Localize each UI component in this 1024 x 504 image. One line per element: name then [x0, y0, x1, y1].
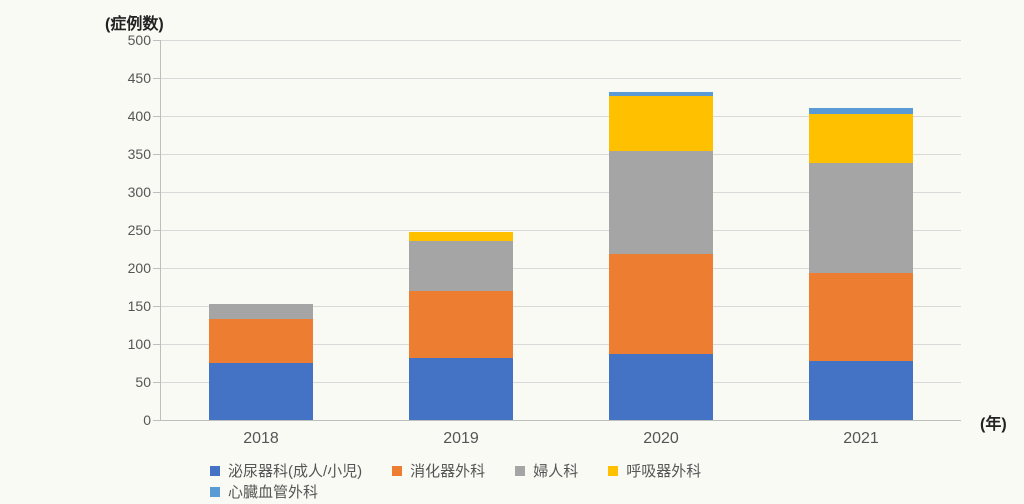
bar-segment — [409, 232, 513, 242]
bar-segment — [609, 254, 713, 354]
gridline — [161, 40, 961, 41]
bar-segment — [209, 304, 313, 318]
bar-segment — [809, 114, 913, 163]
y-tick-label: 200 — [128, 260, 161, 276]
bar — [409, 232, 513, 420]
x-tick-label: 2020 — [643, 420, 679, 448]
legend-item: 泌尿器科(成人/小児) — [210, 460, 362, 481]
legend: 泌尿器科(成人/小児) 消化器外科 婦人科 呼吸器外科心臓血管外科 — [210, 460, 830, 502]
bar-segment — [809, 361, 913, 420]
y-tick-label: 450 — [128, 70, 161, 86]
bar-segment — [409, 291, 513, 358]
plot-area: 0501001502002503003504004505002018201920… — [160, 40, 961, 421]
bar-segment — [609, 96, 713, 151]
bar-segment — [609, 151, 713, 254]
legend-label: 呼吸器外科 — [626, 460, 701, 481]
bar-segment — [809, 273, 913, 360]
bar-segment — [809, 163, 913, 273]
legend-swatch — [392, 466, 402, 476]
gridline — [161, 78, 961, 79]
legend-label: 消化器外科 — [410, 460, 485, 481]
legend-item: 心臓血管外科 — [210, 481, 318, 502]
y-tick-label: 100 — [128, 336, 161, 352]
bar-segment — [209, 319, 313, 363]
bar-segment — [409, 241, 513, 290]
y-tick-label: 0 — [143, 412, 161, 428]
y-tick-label: 50 — [135, 374, 161, 390]
y-tick-label: 250 — [128, 222, 161, 238]
y-tick-label: 400 — [128, 108, 161, 124]
legend-swatch — [608, 466, 618, 476]
y-tick-label: 300 — [128, 184, 161, 200]
bar-segment — [609, 354, 713, 420]
legend-item: 呼吸器外科 — [608, 460, 701, 481]
x-tick-label: 2021 — [843, 420, 879, 448]
y-tick-label: 500 — [128, 32, 161, 48]
legend-label: 婦人科 — [533, 460, 578, 481]
x-tick-label: 2018 — [243, 420, 279, 448]
y-tick-label: 350 — [128, 146, 161, 162]
bar — [809, 108, 913, 420]
bar — [209, 304, 313, 420]
bar-segment — [209, 363, 313, 420]
legend-item: 消化器外科 — [392, 460, 485, 481]
bar-segment — [809, 108, 913, 113]
legend-label: 心臓血管外科 — [228, 481, 318, 502]
bar-segment — [609, 92, 713, 96]
y-axis-title: (症例数) — [105, 10, 164, 34]
x-tick-label: 2019 — [443, 420, 479, 448]
legend-label: 泌尿器科(成人/小児) — [228, 460, 362, 481]
legend-swatch — [210, 487, 220, 497]
bar — [609, 92, 713, 420]
legend-item: 婦人科 — [515, 460, 578, 481]
legend-swatch — [210, 466, 220, 476]
bar-segment — [409, 358, 513, 420]
legend-swatch — [515, 466, 525, 476]
x-axis-title: (年) — [980, 410, 1007, 434]
y-tick-label: 150 — [128, 298, 161, 314]
